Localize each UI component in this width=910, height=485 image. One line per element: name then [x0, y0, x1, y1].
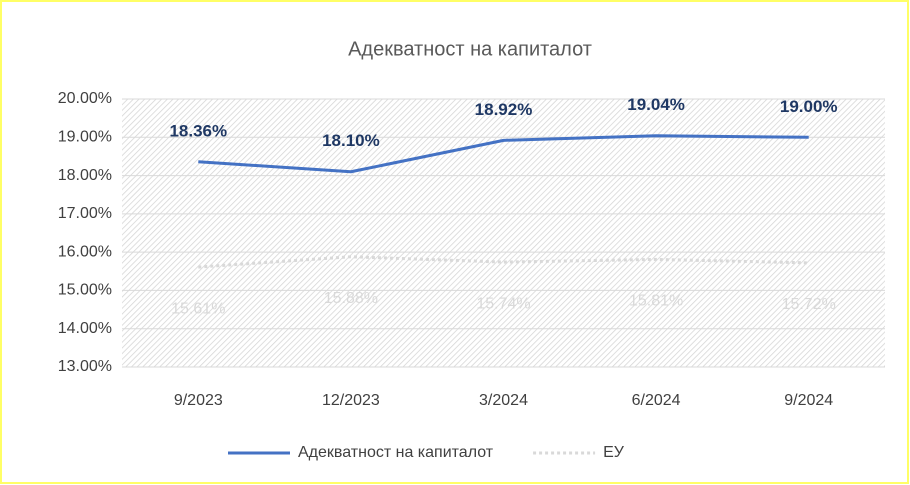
y-tick-label: 17.00%: [58, 205, 112, 222]
data-label: 18.36%: [169, 121, 227, 140]
data-label: 15.88%: [324, 290, 378, 307]
data-label: 15.81%: [629, 293, 683, 310]
x-tick-label: 12/2023: [322, 392, 380, 409]
data-label: 15.61%: [171, 300, 225, 317]
data-label: 18.10%: [322, 131, 380, 150]
data-label: 18.92%: [475, 100, 533, 119]
chart-title: Адекватност на капиталот: [348, 38, 592, 60]
data-label: 19.04%: [627, 95, 685, 114]
y-tick-label: 18.00%: [58, 167, 112, 184]
series-line: [198, 134, 809, 174]
y-tick-label: 19.00%: [58, 129, 112, 146]
legend-label: ЕУ: [603, 444, 625, 461]
data-label: 19.00%: [780, 97, 838, 116]
plot-area: [122, 99, 885, 367]
data-label: 15.74%: [476, 295, 530, 312]
y-tick-label: 20.00%: [58, 90, 112, 107]
x-tick-label: 9/2024: [784, 392, 833, 409]
x-tick-label: 9/2023: [174, 392, 223, 409]
y-tick-label: 16.00%: [58, 243, 112, 260]
x-tick-label: 6/2024: [632, 392, 681, 409]
y-tick-label: 13.00%: [58, 358, 112, 375]
y-tick-label: 15.00%: [58, 282, 112, 299]
x-tick-label: 3/2024: [479, 392, 528, 409]
y-tick-label: 14.00%: [58, 320, 112, 337]
legend-label: Адекватност на капиталот: [298, 444, 494, 461]
data-label: 15.72%: [782, 296, 836, 313]
